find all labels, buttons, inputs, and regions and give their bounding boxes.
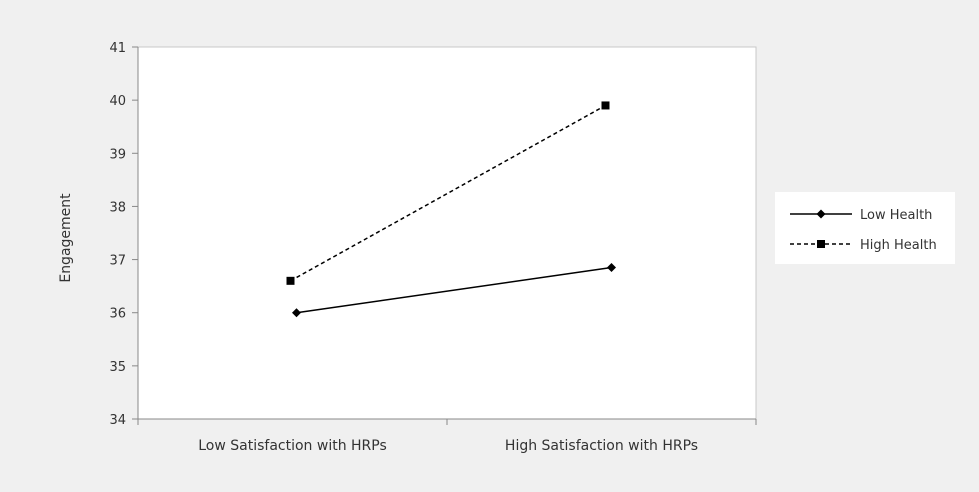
data-point (601, 101, 610, 110)
y-axis: 34 35 36 37 38 39 40 41 (109, 41, 139, 428)
y-tick-label: 36 (109, 307, 126, 322)
y-tick-label: 35 (109, 360, 126, 375)
x-axis: Low Satisfaction with HRPs High Satisfact… (137, 418, 757, 454)
y-tick-label: 41 (109, 41, 126, 56)
series-line-0 (296, 266, 612, 314)
data-point (292, 308, 301, 318)
y-tick-label: 34 (109, 413, 126, 428)
x-tick-label: Low Satisfaction with HRPs (198, 438, 387, 454)
series-layer (286, 101, 616, 318)
y-axis-label: Engagement (58, 193, 74, 283)
plot-area (137, 46, 757, 420)
legend-box (775, 192, 955, 264)
legend-marker (817, 240, 825, 248)
data-point (607, 263, 616, 273)
y-tick-label: 39 (109, 147, 126, 162)
y-tick-label: 38 (109, 200, 126, 215)
data-point (286, 276, 295, 285)
y-tick-label: 40 (109, 94, 126, 109)
x-tick-label: High Satisfaction with HRPs (505, 438, 698, 454)
legend: Low Health High Health (775, 192, 955, 264)
legend-label: High Health (860, 238, 937, 253)
legend-label: Low Health (860, 208, 932, 223)
legend-marker (816, 209, 826, 219)
y-tick-label: 37 (109, 254, 126, 269)
